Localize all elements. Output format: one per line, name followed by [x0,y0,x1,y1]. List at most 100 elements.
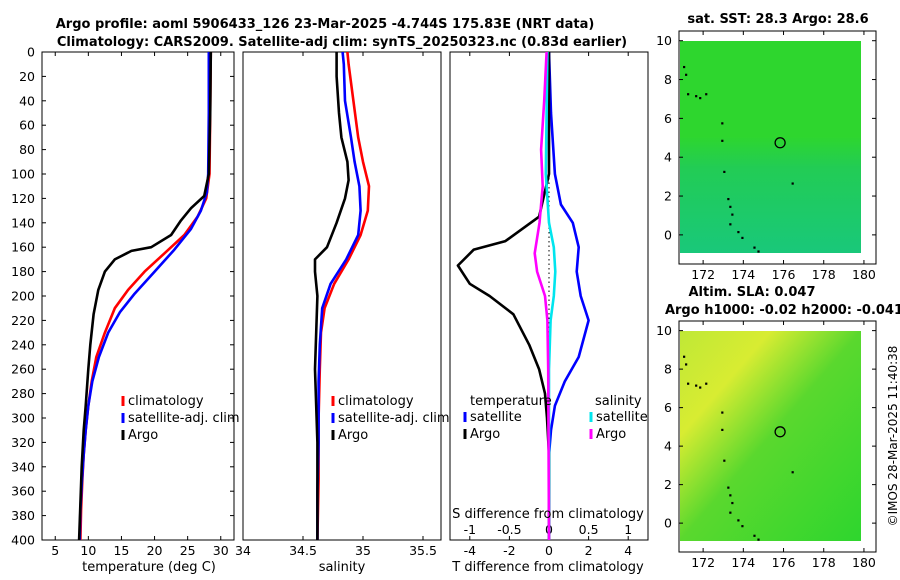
island-speck [757,250,760,253]
map-lat-tick-label: 8 [664,362,672,377]
sst-map-coastline [683,65,794,253]
x-tick-label: 25 [180,543,196,558]
depth-tick-label: 400 [11,533,35,548]
legend-sat-label: satellite-adj. clim [128,411,240,426]
depth-tick-label: 300 [11,411,35,426]
map-lat-tick-label: 8 [664,72,672,87]
island-speck [685,363,688,366]
island-speck [683,355,686,358]
difference-panel: -4 -2 0 2 4 -1 -0.5 0 0.5 1 T difference from cl… [449,51,649,575]
island-speck [687,93,690,96]
island-speck [699,386,702,389]
sst-map-argo-marker [774,137,786,149]
temperature-legend: climatology satellite-adj. clim Argo [121,394,240,443]
map-lat-tick-label: 10 [656,33,672,48]
sst-map-title: sat. SST: 28.3 Argo: 28.6 [687,12,868,27]
island-speck [737,230,740,234]
map-lat-tick-label: 10 [656,323,672,338]
depth-tick-label: 360 [11,484,35,499]
island-speck [699,97,702,100]
x-tick-label: 4 [624,543,632,558]
legend-sat-t-label: satellite [470,410,522,425]
temperature-panel: 0204060801001201401601802002202402602803… [11,45,648,575]
map-lat-tick-label: 0 [664,516,672,531]
depth-tick-label: 160 [11,240,35,255]
difference-xlabel: T difference from climatology [451,560,644,575]
profile-line-satellite-t- [547,52,590,540]
depth-tick-label: 20 [19,69,35,84]
sla-map-panel: Altim. SLA: 0.047 Argo h1000: -0.02 h200… [656,285,900,570]
map-lat-tick-label: 6 [664,111,672,126]
island-speck [721,428,724,431]
island-speck [737,519,740,522]
x-tick-label: -4 [464,543,477,558]
sst-map-panel: sat. SST: 28.3 Argo: 28.6 172 174 176 178 18… [656,12,877,282]
profile-line-argo [313,52,350,540]
depth-tick-label: 320 [11,435,35,450]
depth-tick-label: 80 [19,142,35,157]
island-speck [729,223,732,226]
island-speck [791,471,794,474]
island-speck [727,197,730,201]
island-speck [723,170,726,173]
depth-tick-label: 140 [11,215,35,230]
map-lat-tick-label: 4 [664,150,672,165]
legend-argo-t-label: Argo [470,427,500,442]
legend-argo-s-label: Argo [596,427,626,442]
x-tick-label: 35 [355,543,371,558]
island-speck [729,494,732,497]
island-speck [757,538,760,541]
legend-argo-label: Argo [128,428,158,443]
map-lon-tick-label: 174 [731,555,755,570]
x-tick-label: 20 [147,543,163,558]
sla-map-field [680,331,861,541]
map-lon-tick-label: 176 [772,267,796,282]
island-speck [695,384,698,387]
map-lon-tick-label: 172 [691,555,715,570]
s-difference-label: S difference from climatology [452,507,644,522]
island-speck [731,213,734,216]
map-lat-tick-label: 0 [664,227,672,242]
legend-sat-label: satellite-adj. clim [338,411,450,426]
profile-line-argo [77,52,213,540]
map-lon-tick-label: 172 [691,267,715,282]
depth-tick-label: 220 [11,313,35,328]
island-speck [741,236,744,240]
map-lat-tick-label: 2 [664,477,672,492]
island-speck [753,534,756,537]
profile-line-satellite-adj-clim [78,52,211,540]
x-tick-label: -2 [503,543,515,558]
legend-sat-s-label: satellite [596,410,648,425]
x-tick-label: 15 [113,543,129,558]
x-tick-label: 34.5 [289,543,317,558]
island-speck [731,501,734,505]
legend-salinity-title: salinity [595,394,642,409]
x-tick-label: 34 [235,543,251,558]
map-lon-tick-label: 174 [731,267,755,282]
island-speck [729,511,732,514]
x-tick-label: 0 [545,543,553,558]
island-speck [695,95,698,98]
map-lon-tick-label: 178 [812,555,836,570]
depth-tick-label: 120 [11,191,35,206]
depth-tick-label: 280 [11,386,35,401]
map-lon-tick-label: 180 [852,555,876,570]
depth-tick-label: 40 [19,93,35,108]
depth-tick-label: 180 [11,264,35,279]
x-tick-label: 35.5 [409,543,437,558]
island-speck [721,411,724,414]
legend-temperature-title: temperature [470,394,552,409]
sla-map-coastline [683,355,794,541]
map-lat-tick-label: 6 [664,400,672,415]
legend-clim-label: climatology [128,394,204,409]
profile-line-argo-t- [456,52,551,540]
figure-title-line-1: Argo profile: aoml 5906433_126 23-Mar-20… [56,17,595,32]
salinity-xlabel: salinity [319,560,366,575]
figure-title-line-2: Climatology: CARS2009. Satellite-adj cli… [57,35,627,50]
sla-map-title: Altim. SLA: 0.047 [689,285,816,300]
island-speck [729,205,732,208]
island-speck [683,65,686,69]
salinity-legend: climatology satellite-adj. clim Argo [331,394,450,443]
depth-tick-label: 340 [11,459,35,474]
salinity-panel: 34 34.5 35 35.5 salinity climatology satell… [235,51,450,575]
